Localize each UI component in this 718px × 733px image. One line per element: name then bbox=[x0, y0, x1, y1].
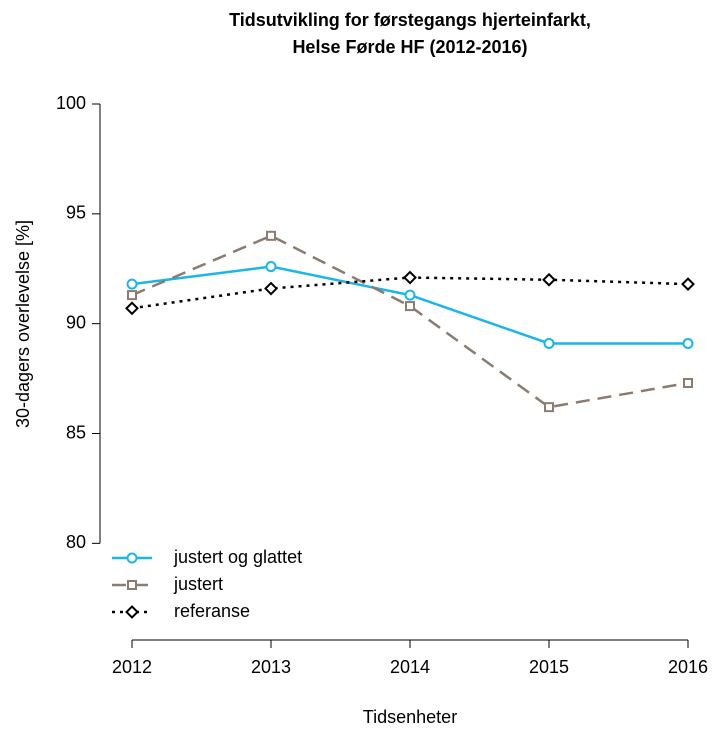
y-tick-label: 85 bbox=[66, 422, 86, 442]
x-tick-label: 2014 bbox=[390, 657, 430, 677]
legend-label: justert og glattet bbox=[173, 547, 302, 567]
marker bbox=[125, 301, 139, 316]
marker bbox=[543, 337, 555, 349]
y-axis-label: 30-dagers overlevelse [%] bbox=[13, 220, 33, 428]
y-tick-label: 90 bbox=[66, 312, 86, 332]
x-axis-label: Tidsenheter bbox=[363, 707, 457, 727]
marker bbox=[403, 270, 417, 285]
series-line bbox=[131, 276, 689, 310]
x-tick-label: 2012 bbox=[112, 657, 152, 677]
marker bbox=[542, 272, 556, 287]
legend-label: referanse bbox=[174, 601, 250, 621]
x-tick-label: 2016 bbox=[668, 657, 708, 677]
marker bbox=[126, 278, 138, 290]
marker bbox=[265, 261, 277, 273]
x-tick-label: 2015 bbox=[529, 657, 569, 677]
marker bbox=[127, 290, 137, 301]
y-tick-label: 80 bbox=[66, 532, 86, 552]
marker bbox=[266, 230, 276, 241]
marker bbox=[682, 337, 694, 349]
marker bbox=[544, 402, 554, 413]
marker bbox=[404, 289, 416, 301]
marker bbox=[405, 301, 415, 312]
legend-label: justert bbox=[173, 574, 223, 594]
x-tick-label: 2013 bbox=[251, 657, 291, 677]
chart-title: Helse Førde HF (2012-2016) bbox=[292, 37, 527, 57]
chart-title: Tidsutvikling for førstegangs hjerteinfa… bbox=[229, 10, 591, 30]
series-line bbox=[131, 234, 689, 409]
legend-marker bbox=[126, 552, 138, 564]
marker bbox=[264, 281, 278, 296]
y-tick-label: 100 bbox=[56, 93, 86, 113]
legend-marker bbox=[127, 580, 137, 590]
y-tick-label: 95 bbox=[66, 203, 86, 223]
legend-marker bbox=[125, 605, 139, 619]
marker bbox=[681, 277, 695, 292]
marker bbox=[683, 377, 693, 388]
